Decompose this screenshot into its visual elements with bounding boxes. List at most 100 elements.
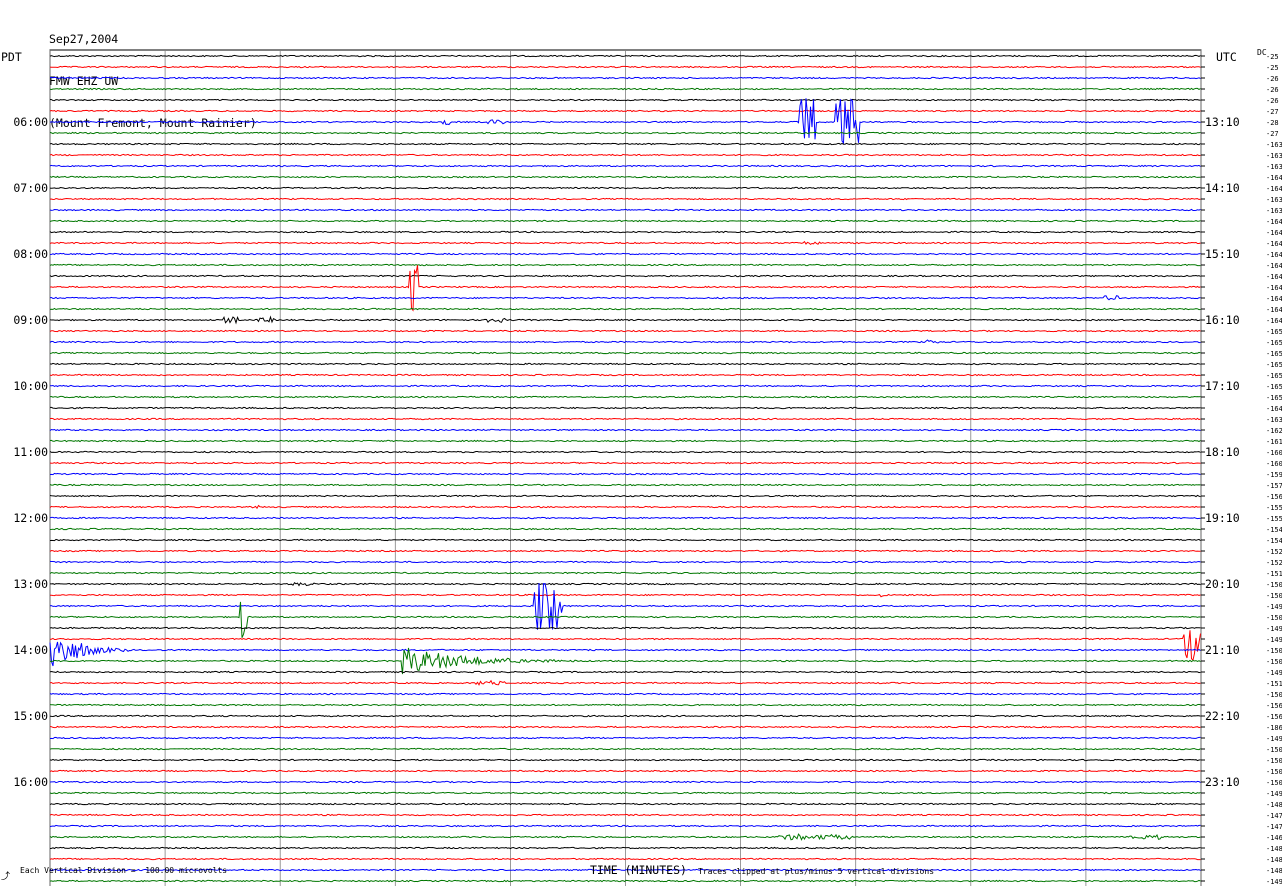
dc-offset-label: -152 bbox=[1266, 548, 1282, 556]
seismic-trace bbox=[50, 581, 1201, 587]
dc-offset-label: -149 bbox=[1266, 735, 1282, 743]
dc-offset-label: -164 bbox=[1266, 174, 1282, 182]
seismic-trace bbox=[49, 527, 1201, 531]
dc-offset-label: -164 bbox=[1266, 251, 1282, 259]
dc-offset-label: -162 bbox=[1266, 427, 1282, 435]
dc-offset-label: -25 bbox=[1266, 53, 1279, 61]
dc-offset-label: -165 bbox=[1266, 383, 1282, 391]
dc-offset-label: -146 bbox=[1266, 834, 1282, 842]
dc-offset-label: -159 bbox=[1266, 471, 1282, 479]
dc-offset-label: -150 bbox=[1266, 581, 1282, 589]
seismic-trace bbox=[49, 87, 1201, 91]
dc-offset-label: -164 bbox=[1266, 317, 1282, 325]
seismic-trace bbox=[49, 230, 1201, 234]
dc-offset-label: -150 bbox=[1266, 757, 1282, 765]
seismic-trace bbox=[49, 131, 1201, 135]
dc-offset-label: -149 bbox=[1266, 669, 1282, 677]
seismic-trace bbox=[49, 780, 1201, 784]
dc-offset-label: -186 bbox=[1266, 724, 1282, 732]
dc-header-label: DC bbox=[1257, 48, 1267, 57]
dc-offset-label: -164 bbox=[1266, 185, 1282, 193]
dc-offset-label: -149 bbox=[1266, 603, 1282, 611]
seismic-trace bbox=[49, 791, 1201, 795]
seismic-trace bbox=[49, 747, 1201, 751]
seismic-trace bbox=[49, 197, 1201, 201]
dc-offset-label: -154 bbox=[1266, 526, 1282, 534]
seismic-trace bbox=[49, 824, 1201, 828]
seismic-trace bbox=[49, 833, 1201, 841]
left-time-label: 12:00 bbox=[13, 511, 48, 525]
dc-offset-label: -149 bbox=[1266, 625, 1282, 633]
seismic-trace bbox=[49, 736, 1201, 740]
right-time-label: 16:10 bbox=[1205, 313, 1240, 327]
dc-offset-label: -150 bbox=[1266, 779, 1282, 787]
dc-offset-label: -150 bbox=[1266, 647, 1282, 655]
seismic-trace bbox=[50, 593, 1201, 598]
seismic-trace bbox=[49, 417, 1201, 421]
station-header: Sep27,2004 FMW EHZ UW (Mount Fremont, Mo… bbox=[49, 4, 257, 144]
dc-offset-label: -164 bbox=[1266, 240, 1282, 248]
dc-offset-label: -164 bbox=[1266, 295, 1282, 303]
seismic-trace bbox=[49, 879, 1201, 883]
seismic-trace bbox=[49, 560, 1201, 564]
left-time-label: 11:00 bbox=[13, 445, 48, 459]
dc-offset-label: -27 bbox=[1266, 108, 1279, 116]
seismic-trace bbox=[49, 582, 1201, 630]
dc-offset-label: -152 bbox=[1266, 559, 1282, 567]
seismic-trace bbox=[49, 571, 1201, 575]
dc-offset-label: -165 bbox=[1266, 394, 1282, 402]
dc-offset-label: -150 bbox=[1266, 592, 1282, 600]
dc-offset-label: -164 bbox=[1266, 218, 1282, 226]
dc-offset-label: -163 bbox=[1266, 141, 1282, 149]
seismic-trace bbox=[49, 265, 1201, 312]
seismic-trace bbox=[49, 339, 1201, 344]
seismic-trace bbox=[49, 647, 1201, 675]
seismic-trace bbox=[50, 406, 1201, 410]
seismic-trace bbox=[49, 351, 1201, 355]
dc-offset-label: -161 bbox=[1266, 438, 1282, 446]
dc-offset-label: -154 bbox=[1266, 537, 1282, 545]
seismic-trace bbox=[49, 758, 1201, 762]
dc-offset-label: -165 bbox=[1266, 339, 1282, 347]
dc-offset-label: -26 bbox=[1266, 86, 1279, 94]
seismic-trace bbox=[49, 362, 1201, 366]
seismic-trace bbox=[49, 679, 1201, 686]
seismic-trace bbox=[49, 208, 1201, 212]
right-time-label: 21:10 bbox=[1205, 643, 1240, 657]
dc-offset-label: -164 bbox=[1266, 273, 1282, 281]
header-location: (Mount Fremont, Mount Rainier) bbox=[49, 116, 257, 130]
dc-offset-label: -156 bbox=[1266, 713, 1282, 721]
dc-offset-label: -149 bbox=[1266, 790, 1282, 798]
seismic-trace bbox=[49, 725, 1201, 729]
dc-offset-label: -163 bbox=[1266, 152, 1282, 160]
seismic-trace bbox=[49, 186, 1201, 190]
dc-offset-label: -160 bbox=[1266, 460, 1282, 468]
dc-offset-label: -150 bbox=[1266, 746, 1282, 754]
seismic-trace bbox=[49, 175, 1201, 179]
dc-offset-label: -164 bbox=[1266, 284, 1282, 292]
seismic-trace bbox=[49, 142, 1201, 146]
left-time-label: 14:00 bbox=[13, 643, 48, 657]
clip-note: Traces clipped at plus/minus 5 vertical … bbox=[698, 867, 935, 876]
seismic-trace bbox=[49, 439, 1201, 443]
seismic-trace bbox=[49, 295, 1201, 301]
dc-offset-label: -157 bbox=[1266, 482, 1282, 490]
dc-offset-label: -164 bbox=[1266, 405, 1282, 413]
seismic-trace bbox=[49, 857, 1201, 861]
dc-offset-label: -149 bbox=[1266, 636, 1282, 644]
seismic-trace bbox=[49, 641, 1201, 667]
dc-offset-label: -165 bbox=[1266, 350, 1282, 358]
right-time-label: 18:10 bbox=[1205, 445, 1240, 459]
scale-note: Each Vertical Division = 100.00 microvol… bbox=[20, 866, 228, 875]
seismic-trace bbox=[49, 329, 1201, 333]
dc-offset-label: -150 bbox=[1266, 768, 1282, 776]
seismic-trace bbox=[49, 315, 1201, 325]
seismic-trace bbox=[49, 240, 1201, 246]
right-time-label: 17:10 bbox=[1205, 379, 1240, 393]
seismic-trace bbox=[49, 516, 1201, 520]
seismic-trace bbox=[49, 626, 1201, 630]
seismic-trace bbox=[50, 76, 1201, 80]
seismic-trace bbox=[49, 263, 1201, 267]
right-time-label: 15:10 bbox=[1205, 247, 1240, 261]
